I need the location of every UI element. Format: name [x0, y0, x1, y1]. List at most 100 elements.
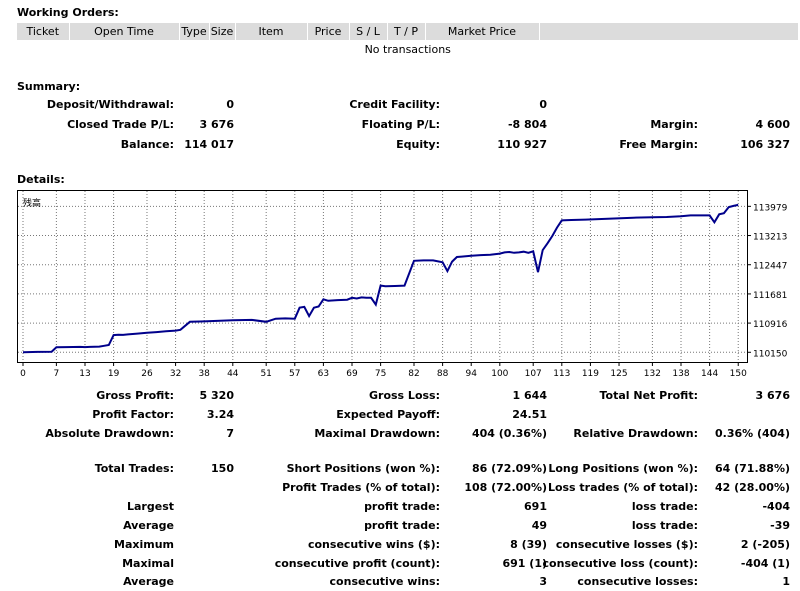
total-net-profit-value: 3 676 [755, 389, 790, 402]
total-net-profit-label: Total Net Profit: [599, 389, 699, 402]
stat-row-sublabel: consecutive profit (count): [274, 557, 440, 570]
column-header-market-price[interactable]: Market Price [425, 23, 540, 40]
column-header-open-time[interactable]: Open Time [69, 23, 180, 40]
stat-row-sublabel: profit trade: [364, 519, 440, 532]
loss-trades-label: Loss trades (% of total): [547, 481, 698, 494]
y-tick-label: 113213 [753, 233, 787, 243]
balance-chart: 残高 110150110916111681112447113213113979 … [17, 190, 788, 379]
chart-series [22, 203, 739, 354]
stat-row-label: Average [123, 519, 174, 532]
x-tick-label: 144 [701, 369, 718, 379]
short-positions-label: Short Positions (won %): [286, 462, 440, 475]
gross-profit-label: Gross Profit: [96, 389, 174, 402]
gross-loss-label: Gross Loss: [369, 389, 440, 402]
profit-trades-label: Profit Trades (% of total): [282, 481, 440, 494]
stat-row-sublabel-2: consecutive losses: [577, 575, 698, 588]
long-positions-label: Long Positions (won %): [548, 462, 698, 475]
gross-profit-value: 5 320 [199, 389, 234, 402]
x-tick-label: 69 [346, 369, 358, 379]
y-tick-label: 112447 [753, 262, 787, 272]
orders-table: Ticket Open Time Type Size Item Price S … [17, 23, 799, 58]
x-tick-label: 119 [582, 369, 599, 379]
x-tick-label: 51 [260, 369, 271, 379]
working-orders-title: Working Orders: [17, 6, 119, 19]
column-header-tp[interactable]: T / P [387, 23, 426, 40]
column-header-sl[interactable]: S / L [349, 23, 388, 40]
x-tick-label: 7 [54, 369, 60, 379]
loss-trades-value: 42 (28.00%) [714, 481, 790, 494]
column-header-type[interactable]: Type [179, 23, 210, 40]
stat-row-value: 49 [531, 519, 547, 532]
stat-row-sublabel-2: consecutive losses ($): [555, 538, 698, 551]
gross-loss-value: 1 644 [512, 389, 547, 402]
total-trades-value: 150 [211, 462, 234, 475]
x-tick-label: 63 [318, 369, 329, 379]
stat-row-value-2: 1 [782, 575, 790, 588]
stat-row-label: Largest [127, 500, 174, 513]
x-tick-label: 26 [141, 369, 153, 379]
x-tick-label: 19 [108, 369, 120, 379]
stat-row-value: 3 [539, 575, 547, 588]
max-drawdown-value: 404 (0.36%) [471, 427, 547, 440]
x-tick-label: 0 [20, 369, 26, 379]
x-tick-label: 32 [170, 369, 181, 379]
column-header-ticket[interactable]: Ticket [17, 23, 70, 40]
credit-value: 0 [539, 98, 547, 111]
plot-area [17, 190, 748, 363]
x-tick-label: 138 [672, 369, 689, 379]
stat-row-label: Maximal [122, 557, 174, 570]
orders-empty-row: No transactions [17, 40, 799, 58]
x-tick-label: 75 [375, 369, 386, 379]
column-header-size[interactable]: Size [209, 23, 236, 40]
balance-value: 114 017 [184, 138, 234, 151]
balance-line [22, 203, 739, 354]
max-drawdown-label: Maximal Drawdown: [314, 427, 440, 440]
x-tick-label: 107 [525, 369, 542, 379]
profit-factor-label: Profit Factor: [92, 408, 174, 421]
x-tick-label: 82 [408, 369, 419, 379]
column-header-item[interactable]: Item [235, 23, 308, 40]
x-tick-label: 13 [79, 369, 90, 379]
closed-pl-value: 3 676 [199, 118, 234, 131]
long-positions-value: 64 (71.88%) [714, 462, 790, 475]
stat-row-sublabel-2: loss trade: [631, 500, 698, 513]
expected-payoff-value: 24.51 [512, 408, 547, 421]
x-tick-label: 100 [491, 369, 508, 379]
rel-drawdown-value: 0.36% (404) [714, 427, 790, 440]
y-tick-label: 110150 [753, 349, 788, 359]
x-tick-label: 150 [730, 369, 747, 379]
free-margin-label: Free Margin: [619, 138, 698, 151]
column-header-empty [539, 23, 799, 40]
x-tick-label: 94 [465, 369, 477, 379]
x-tick-label: 57 [289, 369, 300, 379]
stat-row-value-2: -404 [762, 500, 790, 513]
stat-row-value: 8 (39) [510, 538, 547, 551]
stat-row-sublabel-2: consecutive loss (count): [542, 557, 698, 570]
column-header-price[interactable]: Price [307, 23, 350, 40]
y-tick-label: 113979 [753, 203, 788, 213]
y-tick-label: 110916 [753, 320, 788, 330]
stat-row-value: 691 (1) [502, 557, 548, 570]
no-transactions-text: No transactions [364, 42, 451, 56]
x-axis: 0 7 13 19 26 32 38 44 51 57 63 69 75 82 88 94 100 107 113 1… [20, 362, 747, 379]
stat-row-sublabel: profit trade: [364, 500, 440, 513]
stat-row-sublabel: consecutive wins ($): [307, 538, 440, 551]
summary-title: Summary: [17, 80, 81, 93]
total-trades-label: Total Trades: [94, 462, 174, 475]
free-margin-value: 106 327 [740, 138, 790, 151]
x-tick-label: 38 [198, 369, 210, 379]
chart-title: 残高 [23, 197, 41, 209]
stat-row-sublabel-2: loss trade: [631, 519, 698, 532]
equity-label: Equity: [396, 138, 440, 151]
short-positions-value: 86 (72.09%) [471, 462, 547, 475]
stat-row-label: Average [123, 575, 174, 588]
stat-row-value-2: -404 (1) [740, 557, 790, 570]
stat-row-sublabel: consecutive wins: [329, 575, 440, 588]
stat-row-value: 691 [524, 500, 547, 513]
abs-drawdown-value: 7 [226, 427, 234, 440]
stat-row-value-2: -39 [770, 519, 790, 532]
stat-row-value-2: 2 (-205) [740, 538, 790, 551]
rel-drawdown-label: Relative Drawdown: [573, 427, 698, 440]
stat-row-label: Maximum [114, 538, 174, 551]
margin-label: Margin: [650, 118, 698, 131]
